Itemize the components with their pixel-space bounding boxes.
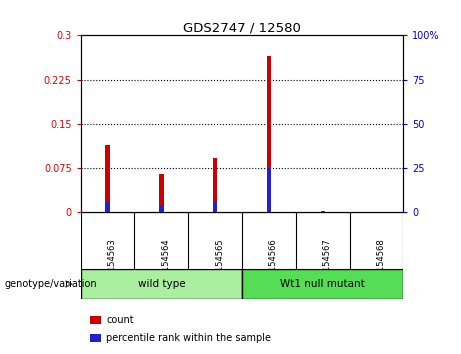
Text: GSM154567: GSM154567 [323, 238, 332, 289]
Bar [267, 56, 271, 212]
Text: GSM154565: GSM154565 [215, 238, 224, 289]
Bar [320, 211, 325, 212]
Bar [159, 174, 164, 212]
Text: GSM154568: GSM154568 [377, 238, 385, 289]
Text: genotype/variation: genotype/variation [5, 279, 97, 289]
Bar [213, 202, 217, 212]
Bar [106, 202, 110, 212]
Text: percentile rank within the sample: percentile rank within the sample [106, 333, 271, 343]
Text: wild type: wild type [137, 279, 185, 289]
Bar [81, 269, 242, 299]
Text: GSM154566: GSM154566 [269, 238, 278, 289]
Bar [106, 144, 110, 212]
Title: GDS2747 / 12580: GDS2747 / 12580 [183, 21, 301, 34]
Text: GSM154564: GSM154564 [161, 238, 171, 289]
Text: Wt1 null mutant: Wt1 null mutant [280, 279, 365, 289]
Text: count: count [106, 315, 134, 325]
Bar [213, 158, 217, 212]
Bar [159, 205, 164, 212]
Bar [267, 168, 271, 212]
Bar [242, 269, 403, 299]
Text: GSM154563: GSM154563 [107, 238, 117, 289]
